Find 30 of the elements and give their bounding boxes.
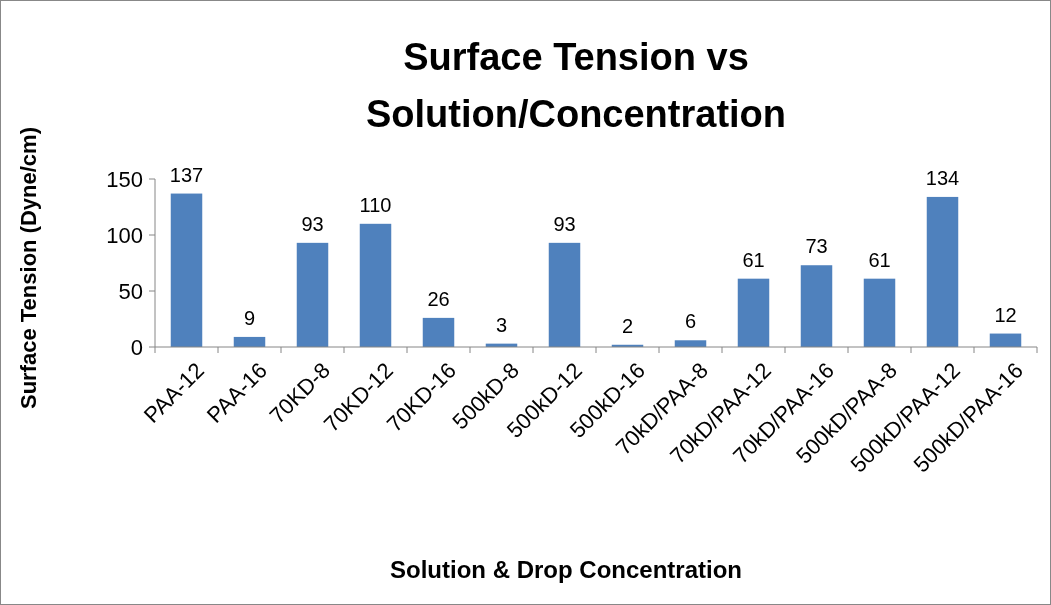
y-tick-label: 100 <box>106 222 143 248</box>
data-label: 3 <box>495 313 508 336</box>
y-tick-label: 0 <box>130 334 143 360</box>
data-label: 2 <box>621 314 634 337</box>
data-label: 61 <box>868 248 891 271</box>
data-label: 9 <box>243 306 256 329</box>
data-label: 93 <box>301 212 324 235</box>
data-label: 110 <box>359 193 392 216</box>
data-label: 26 <box>427 287 450 310</box>
data-label: 137 <box>169 163 204 186</box>
data-label: 134 <box>925 166 960 189</box>
y-tick-label: 50 <box>118 278 143 304</box>
chart-title: Surface Tension vs Solution/Concentration <box>365 36 787 135</box>
x-axis-title: Solution & Drop Concentration <box>390 556 742 583</box>
bar <box>296 242 329 347</box>
bar <box>800 265 833 347</box>
bar <box>926 196 959 347</box>
bar <box>170 193 203 347</box>
bar <box>548 242 581 347</box>
bar <box>737 278 770 347</box>
data-label: 12 <box>994 303 1017 326</box>
bar <box>863 278 896 347</box>
y-axis-title: Surface Tension (Dyne/cm) <box>16 127 41 409</box>
bar <box>359 223 392 347</box>
y-tick-label: 150 <box>106 166 143 192</box>
data-label: 93 <box>553 212 576 235</box>
bar <box>422 317 455 347</box>
data-label: 6 <box>684 310 697 333</box>
data-label: 61 <box>742 248 765 271</box>
data-label: 73 <box>805 235 828 258</box>
